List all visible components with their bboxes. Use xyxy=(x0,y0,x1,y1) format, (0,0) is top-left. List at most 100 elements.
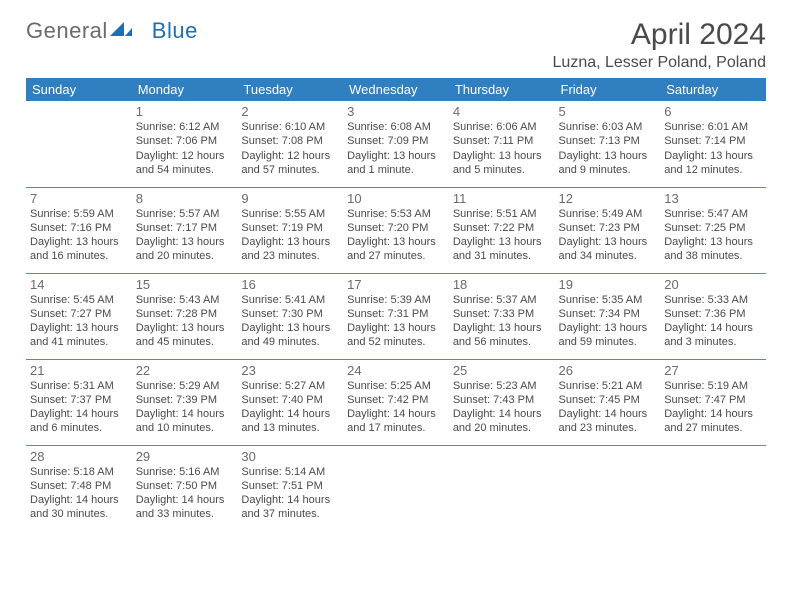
calendar-day-cell: 6Sunrise: 6:01 AMSunset: 7:14 PMDaylight… xyxy=(660,101,766,187)
daylight-text: and 3 minutes. xyxy=(664,335,762,349)
daylight-text: Daylight: 13 hours xyxy=(664,235,762,249)
calendar-day-cell: 7Sunrise: 5:59 AMSunset: 7:16 PMDaylight… xyxy=(26,187,132,273)
daylight-text: and 12 minutes. xyxy=(664,163,762,177)
sunrise-text: Sunrise: 5:18 AM xyxy=(30,465,128,479)
calendar-day-cell: 8Sunrise: 5:57 AMSunset: 7:17 PMDaylight… xyxy=(132,187,238,273)
calendar-day-cell: 13Sunrise: 5:47 AMSunset: 7:25 PMDayligh… xyxy=(660,187,766,273)
header: General Blue April 2024 Luzna, Lesser Po… xyxy=(26,18,766,72)
daylight-text: and 38 minutes. xyxy=(664,249,762,263)
sunrise-text: Sunrise: 5:53 AM xyxy=(347,207,445,221)
sunset-text: Sunset: 7:17 PM xyxy=(136,221,234,235)
sunrise-text: Sunrise: 5:31 AM xyxy=(30,379,128,393)
daylight-text: Daylight: 13 hours xyxy=(241,235,339,249)
daylight-text: Daylight: 12 hours xyxy=(136,149,234,163)
day-number: 28 xyxy=(30,449,128,464)
day-number: 19 xyxy=(559,277,657,292)
day-number: 11 xyxy=(453,191,551,206)
daylight-text: Daylight: 13 hours xyxy=(559,235,657,249)
sunset-text: Sunset: 7:51 PM xyxy=(241,479,339,493)
sunrise-text: Sunrise: 5:21 AM xyxy=(559,379,657,393)
daylight-text: and 10 minutes. xyxy=(136,421,234,435)
daylight-text: and 6 minutes. xyxy=(30,421,128,435)
day-number: 13 xyxy=(664,191,762,206)
calendar-body: 1Sunrise: 6:12 AMSunset: 7:06 PMDaylight… xyxy=(26,101,766,531)
sunrise-text: Sunrise: 5:19 AM xyxy=(664,379,762,393)
daylight-text: Daylight: 13 hours xyxy=(30,321,128,335)
calendar-day-cell: 9Sunrise: 5:55 AMSunset: 7:19 PMDaylight… xyxy=(237,187,343,273)
weekday-header: Saturday xyxy=(660,78,766,101)
calendar-day-cell: 26Sunrise: 5:21 AMSunset: 7:45 PMDayligh… xyxy=(555,359,661,445)
brand-part1: General xyxy=(26,18,108,44)
daylight-text: and 20 minutes. xyxy=(136,249,234,263)
daylight-text: Daylight: 14 hours xyxy=(30,493,128,507)
calendar-day-cell: 1Sunrise: 6:12 AMSunset: 7:06 PMDaylight… xyxy=(132,101,238,187)
sunrise-text: Sunrise: 5:16 AM xyxy=(136,465,234,479)
daylight-text: Daylight: 13 hours xyxy=(453,321,551,335)
sunrise-text: Sunrise: 6:08 AM xyxy=(347,120,445,134)
calendar-day-cell: 25Sunrise: 5:23 AMSunset: 7:43 PMDayligh… xyxy=(449,359,555,445)
day-number: 29 xyxy=(136,449,234,464)
calendar-empty-cell xyxy=(449,445,555,531)
sunrise-text: Sunrise: 5:59 AM xyxy=(30,207,128,221)
sunset-text: Sunset: 7:09 PM xyxy=(347,134,445,148)
daylight-text: Daylight: 14 hours xyxy=(664,407,762,421)
weekday-header: Monday xyxy=(132,78,238,101)
calendar-week-row: 7Sunrise: 5:59 AMSunset: 7:16 PMDaylight… xyxy=(26,187,766,273)
day-number: 23 xyxy=(241,363,339,378)
daylight-text: Daylight: 14 hours xyxy=(241,493,339,507)
calendar-day-cell: 11Sunrise: 5:51 AMSunset: 7:22 PMDayligh… xyxy=(449,187,555,273)
sunset-text: Sunset: 7:39 PM xyxy=(136,393,234,407)
sunset-text: Sunset: 7:42 PM xyxy=(347,393,445,407)
daylight-text: Daylight: 13 hours xyxy=(664,149,762,163)
sunset-text: Sunset: 7:50 PM xyxy=(136,479,234,493)
brand-logo: General Blue xyxy=(26,18,198,44)
daylight-text: and 56 minutes. xyxy=(453,335,551,349)
sunset-text: Sunset: 7:20 PM xyxy=(347,221,445,235)
day-number: 25 xyxy=(453,363,551,378)
calendar-day-cell: 22Sunrise: 5:29 AMSunset: 7:39 PMDayligh… xyxy=(132,359,238,445)
daylight-text: Daylight: 14 hours xyxy=(30,407,128,421)
daylight-text: and 23 minutes. xyxy=(559,421,657,435)
day-number: 21 xyxy=(30,363,128,378)
daylight-text: and 20 minutes. xyxy=(453,421,551,435)
calendar-day-cell: 27Sunrise: 5:19 AMSunset: 7:47 PMDayligh… xyxy=(660,359,766,445)
sunset-text: Sunset: 7:40 PM xyxy=(241,393,339,407)
daylight-text: Daylight: 14 hours xyxy=(136,493,234,507)
calendar-day-cell: 15Sunrise: 5:43 AMSunset: 7:28 PMDayligh… xyxy=(132,273,238,359)
calendar-day-cell: 21Sunrise: 5:31 AMSunset: 7:37 PMDayligh… xyxy=(26,359,132,445)
day-number: 18 xyxy=(453,277,551,292)
sunrise-text: Sunrise: 5:39 AM xyxy=(347,293,445,307)
calendar-week-row: 1Sunrise: 6:12 AMSunset: 7:06 PMDaylight… xyxy=(26,101,766,187)
sunset-text: Sunset: 7:25 PM xyxy=(664,221,762,235)
sunset-text: Sunset: 7:47 PM xyxy=(664,393,762,407)
sunset-text: Sunset: 7:45 PM xyxy=(559,393,657,407)
calendar-day-cell: 12Sunrise: 5:49 AMSunset: 7:23 PMDayligh… xyxy=(555,187,661,273)
calendar-day-cell: 17Sunrise: 5:39 AMSunset: 7:31 PMDayligh… xyxy=(343,273,449,359)
day-number: 9 xyxy=(241,191,339,206)
daylight-text: and 31 minutes. xyxy=(453,249,551,263)
daylight-text: Daylight: 13 hours xyxy=(453,235,551,249)
calendar-day-cell: 14Sunrise: 5:45 AMSunset: 7:27 PMDayligh… xyxy=(26,273,132,359)
calendar-day-cell: 3Sunrise: 6:08 AMSunset: 7:09 PMDaylight… xyxy=(343,101,449,187)
calendar-day-cell: 24Sunrise: 5:25 AMSunset: 7:42 PMDayligh… xyxy=(343,359,449,445)
calendar-empty-cell xyxy=(26,101,132,187)
day-number: 2 xyxy=(241,104,339,119)
daylight-text: and 23 minutes. xyxy=(241,249,339,263)
calendar-day-cell: 4Sunrise: 6:06 AMSunset: 7:11 PMDaylight… xyxy=(449,101,555,187)
daylight-text: Daylight: 14 hours xyxy=(136,407,234,421)
calendar-day-cell: 5Sunrise: 6:03 AMSunset: 7:13 PMDaylight… xyxy=(555,101,661,187)
day-number: 26 xyxy=(559,363,657,378)
calendar-day-cell: 10Sunrise: 5:53 AMSunset: 7:20 PMDayligh… xyxy=(343,187,449,273)
daylight-text: and 16 minutes. xyxy=(30,249,128,263)
sunset-text: Sunset: 7:33 PM xyxy=(453,307,551,321)
sunset-text: Sunset: 7:34 PM xyxy=(559,307,657,321)
sunrise-text: Sunrise: 5:25 AM xyxy=(347,379,445,393)
calendar-day-cell: 19Sunrise: 5:35 AMSunset: 7:34 PMDayligh… xyxy=(555,273,661,359)
daylight-text: Daylight: 12 hours xyxy=(241,149,339,163)
daylight-text: Daylight: 13 hours xyxy=(347,235,445,249)
day-number: 15 xyxy=(136,277,234,292)
calendar-day-cell: 2Sunrise: 6:10 AMSunset: 7:08 PMDaylight… xyxy=(237,101,343,187)
sunset-text: Sunset: 7:06 PM xyxy=(136,134,234,148)
day-number: 3 xyxy=(347,104,445,119)
daylight-text: and 5 minutes. xyxy=(453,163,551,177)
